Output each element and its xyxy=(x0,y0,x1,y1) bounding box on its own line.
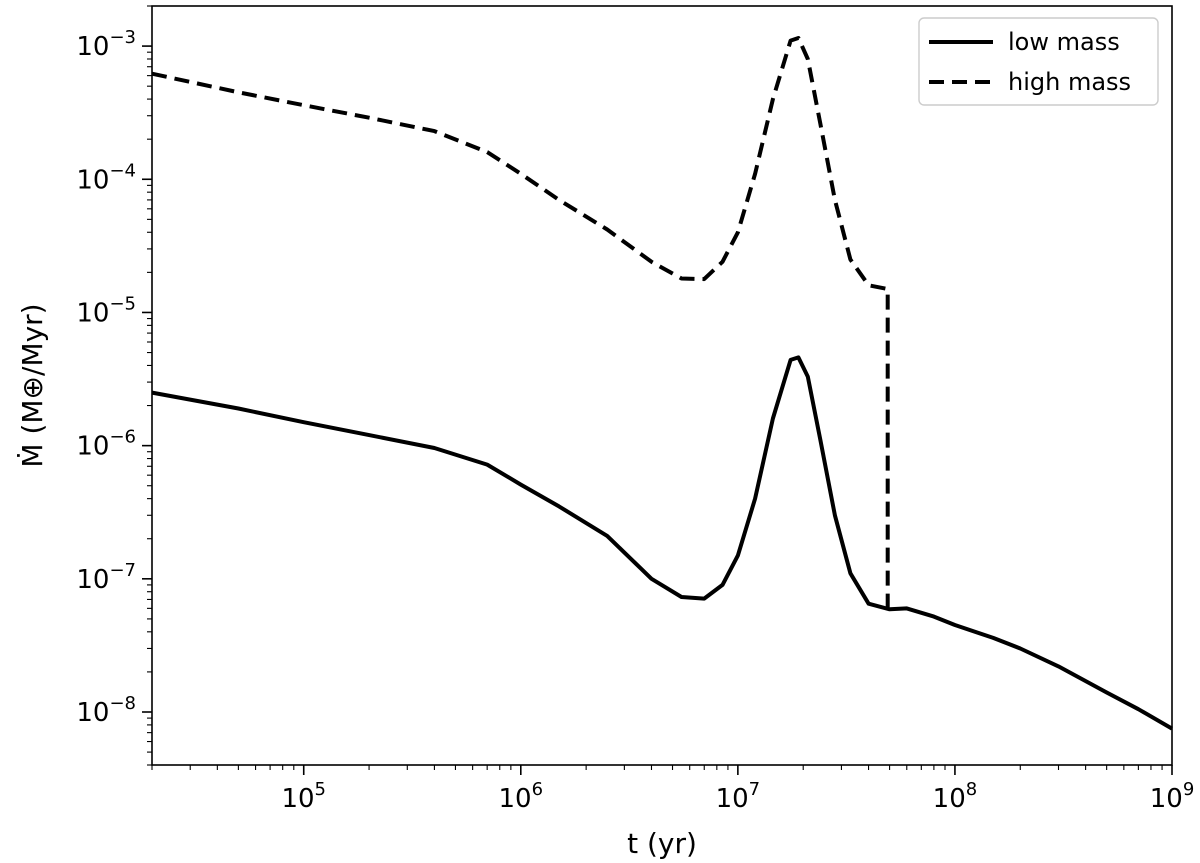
y-tick-label: 10−6 xyxy=(76,427,136,462)
y-tick-label: 10−5 xyxy=(76,293,136,328)
plot-frame xyxy=(151,5,1173,766)
x-tick-label: 109 xyxy=(1150,779,1195,814)
y-axis-ticks: 10−8 10−7 10−6 10−5 10−4 10−3 xyxy=(76,5,152,766)
x-tick-label: 106 xyxy=(499,779,544,814)
legend-label: low mass xyxy=(1008,28,1120,56)
x-tick-label: 107 xyxy=(716,779,761,814)
y-tick-label: 10−3 xyxy=(76,27,136,62)
y-tick-label: 10−7 xyxy=(76,560,136,595)
legend-label: high mass xyxy=(1008,68,1131,96)
x-axis-ticks: 105 106 107 108 109 xyxy=(151,765,1195,814)
y-axis-label: Ṁ (M⊕/Myr) xyxy=(16,303,49,467)
x-tick-label: 108 xyxy=(933,779,978,814)
plot-marks xyxy=(151,36,1174,731)
series-line-1 xyxy=(151,355,1174,731)
x-tick-label: 105 xyxy=(281,779,326,814)
y-tick-label: 10−4 xyxy=(76,160,136,195)
y-tick-label: 10−8 xyxy=(76,693,136,728)
x-axis-label: t (yr) xyxy=(627,827,697,860)
series-line-2 xyxy=(151,36,890,609)
legend: low mass high mass xyxy=(918,17,1159,106)
